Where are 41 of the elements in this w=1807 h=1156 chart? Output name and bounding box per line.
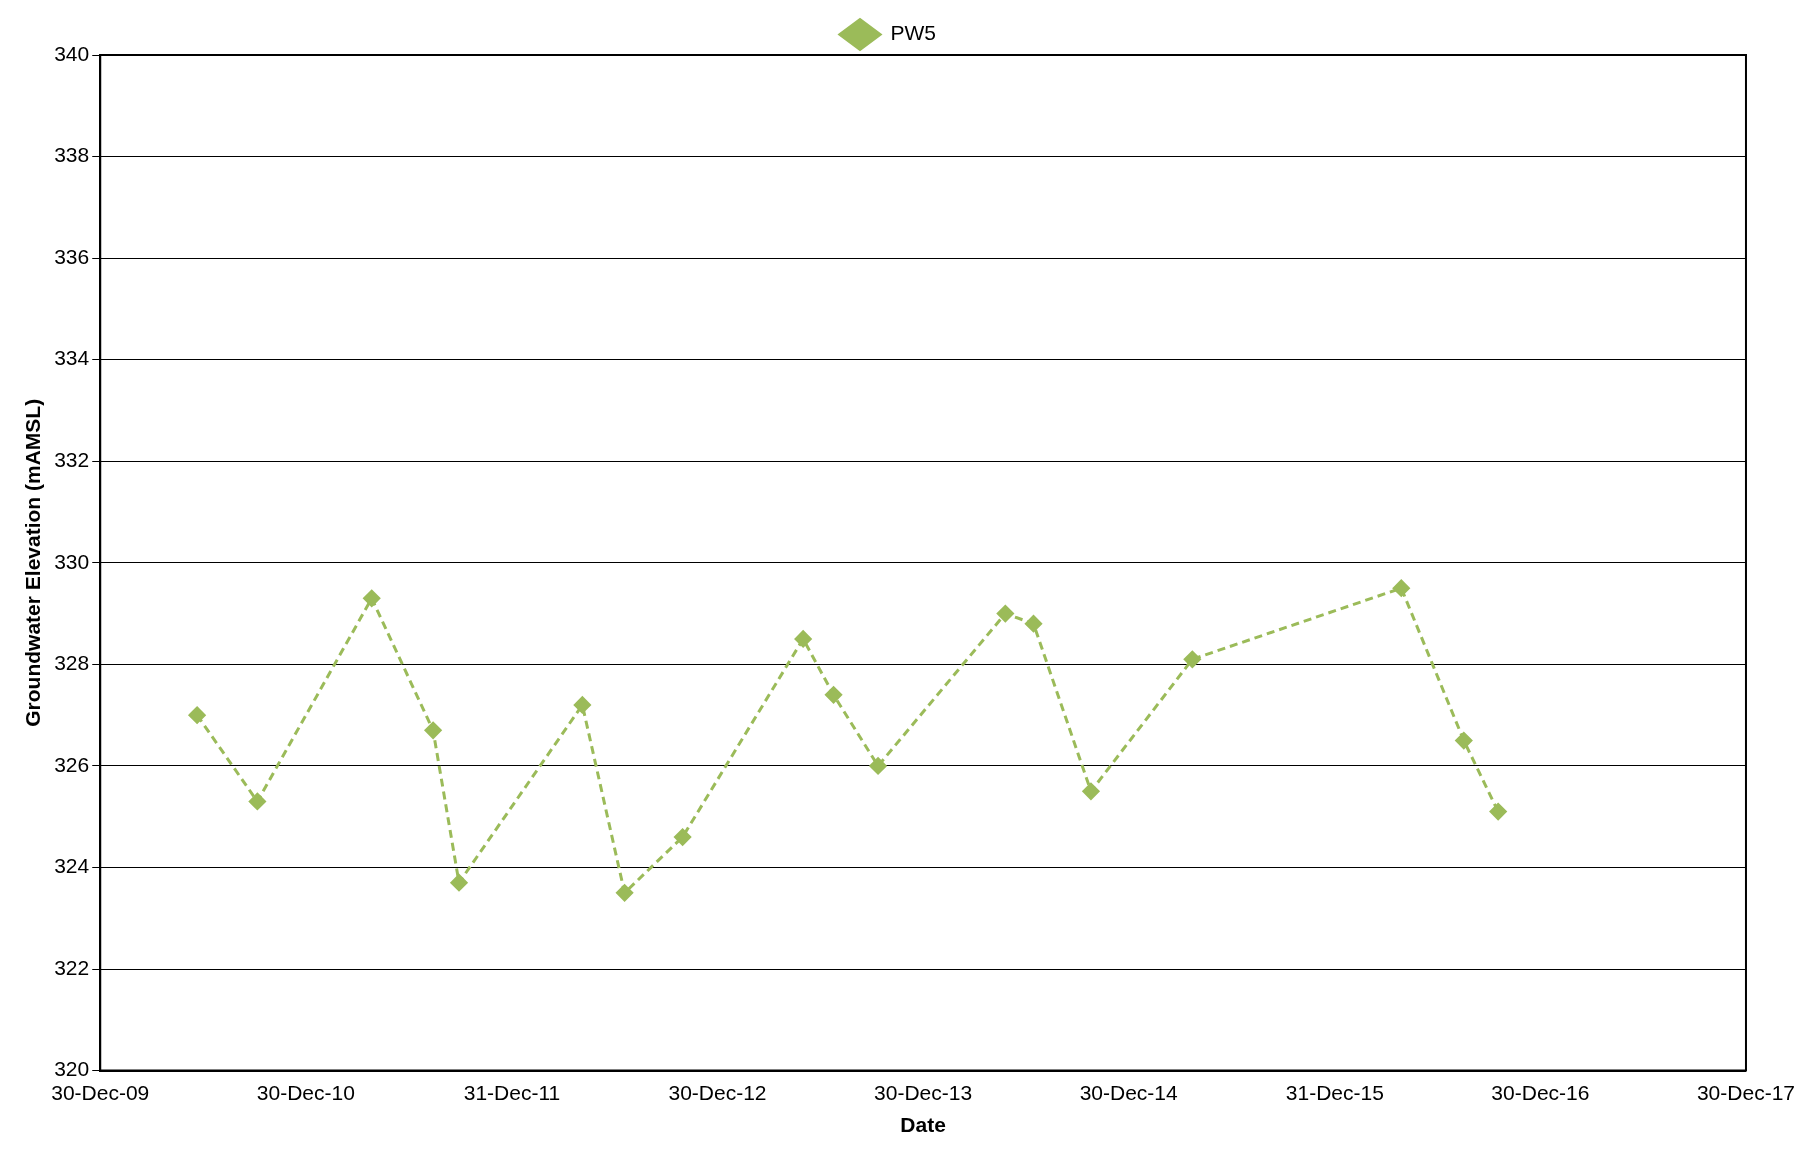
x-tick-label: 30-Dec-17	[1696, 1081, 1796, 1104]
point	[450, 874, 468, 892]
y-tick-label: 322	[54, 955, 90, 979]
point	[1183, 650, 1201, 668]
point	[1455, 732, 1473, 750]
point	[573, 696, 591, 714]
y-tick-label: 334	[54, 346, 90, 370]
point	[248, 792, 266, 810]
x-tick-label: 30-Dec-14	[1079, 1081, 1179, 1104]
y-tick-label: 340	[54, 41, 90, 65]
y-tick-label: 336	[54, 244, 90, 268]
x-tick-label: 30-Dec-13	[874, 1081, 973, 1104]
y-tick-label: 326	[54, 752, 90, 776]
point	[363, 589, 381, 607]
y-tick-label: 338	[54, 143, 90, 167]
y-tick-label: 330	[54, 549, 90, 573]
x-tick-label: 30-Dec-09	[51, 1081, 150, 1104]
y-axis-title: Groundwater Elevation (mAMSL)	[21, 398, 45, 727]
point	[869, 757, 887, 775]
point	[1392, 579, 1410, 597]
point	[424, 721, 442, 739]
point	[188, 706, 206, 724]
point	[996, 605, 1014, 623]
point	[1489, 803, 1507, 821]
point	[616, 884, 634, 902]
x-tick-label: 30-Dec-10	[256, 1081, 355, 1104]
y-tick-label: 320	[54, 1057, 90, 1081]
point	[674, 828, 692, 846]
y-tick-label: 328	[54, 651, 90, 675]
x-tick-label: 31-Dec-11	[463, 1081, 561, 1104]
point	[825, 686, 843, 704]
point	[794, 630, 812, 648]
y-tick-label: 324	[54, 854, 90, 878]
point	[1082, 782, 1100, 800]
x-tick-label: 31-Dec-15	[1285, 1081, 1384, 1104]
x-tick-label: 30-Dec-12	[668, 1081, 767, 1104]
x-tick-label: 30-Dec-16	[1491, 1081, 1590, 1104]
y-tick-label: 332	[54, 448, 90, 472]
x-axis-title: Date	[900, 1113, 946, 1137]
point	[1025, 615, 1042, 633]
legend-label: PW5	[890, 21, 937, 45]
